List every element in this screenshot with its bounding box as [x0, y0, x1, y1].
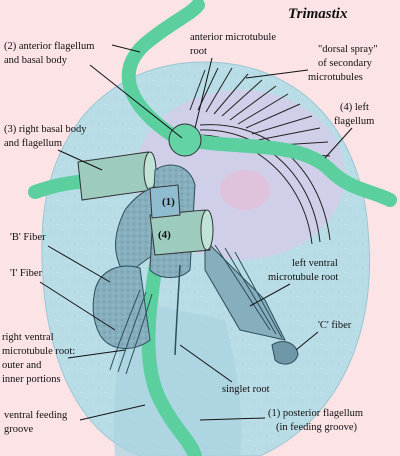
basal-body-one: [149, 184, 181, 219]
leader-anterior-root: [194, 57, 213, 129]
i-fiber: [92, 265, 151, 349]
svg-text:groove: groove: [4, 424, 33, 435]
svg-text:(4) left: (4) left: [340, 102, 369, 113]
leader-right-ventral: [67, 349, 126, 359]
leader-left-ventral: [249, 283, 291, 307]
label-left-ventral-root: left ventral microtubule root: [268, 258, 338, 283]
svg-text:and flagellum: and flagellum: [4, 138, 62, 149]
svg-text:root: root: [190, 46, 207, 57]
right-ventral-microtubule-root: [109, 289, 153, 375]
leader-b-fiber: [47, 245, 111, 283]
svg-text:(2) anterior flagellum: (2) anterior flagellum: [4, 41, 94, 52]
label-anterior-flagellum: (2) anterior flagellum and basal body: [4, 41, 94, 66]
svg-text:microtubules: microtubules: [308, 72, 363, 83]
leader-right-basal: [57, 149, 103, 171]
right-basal-body: [77, 151, 157, 201]
leader-posterior: [199, 417, 266, 421]
singlet-root: [174, 264, 181, 356]
c-fiber: [271, 341, 299, 365]
svg-text:microtubule root: microtubule root: [268, 272, 338, 283]
label-c-fiber: 'C' fiber: [318, 320, 352, 331]
posterior-flagellum: [141, 233, 202, 456]
svg-text:outer and: outer and: [2, 360, 42, 371]
label-anterior-microtubule-root: anterior microtubule root: [190, 32, 276, 57]
label-right-basal-body: (3) right basal body and flagellum: [4, 124, 87, 149]
svg-text:and basal body: and basal body: [4, 55, 68, 66]
svg-text:right ventral: right ventral: [2, 332, 54, 343]
label-right-ventral-root: right ventral microtubule root: outer an…: [2, 332, 75, 385]
leader-left-flagellum: [324, 127, 353, 159]
label-dorsal-spray: "dorsal spray" of secondary microtubules: [308, 44, 378, 83]
leader-singlet: [179, 344, 233, 383]
nucleolus: [220, 170, 270, 210]
svg-text:inner portions: inner portions: [2, 374, 61, 385]
svg-text:(in feeding groove): (in feeding groove): [276, 422, 358, 433]
leader-dorsal-spray: [245, 69, 309, 79]
leader-anterior-flagellum: [111, 44, 141, 53]
label-i-fiber: 'I' Fiber: [10, 268, 43, 279]
basal-body-1-marker: (1): [162, 196, 175, 208]
svg-text:(1) posterior flagellum: (1) posterior flagellum: [268, 408, 363, 419]
label-singlet-root: singlet root: [222, 384, 270, 395]
svg-text:(3) right basal body: (3) right basal body: [4, 124, 87, 135]
leader-ventral-groove: [79, 404, 146, 421]
leader-c-fiber: [295, 331, 319, 351]
svg-text:anterior microtubule: anterior microtubule: [190, 32, 276, 43]
diagram-title: Trimastix: [288, 6, 348, 22]
svg-text:left ventral: left ventral: [292, 258, 338, 269]
svg-text:"dorsal spray": "dorsal spray": [318, 44, 378, 55]
anterior-basal-body: [168, 123, 202, 157]
anterior-flagellum: [121, 0, 205, 147]
basal-body-4-marker: (4): [158, 229, 171, 241]
leader-anterior-flagellum-basal: [89, 64, 183, 139]
left-flagellum: [183, 133, 397, 207]
label-posterior-flagellum: (1) posterior flagellum (in feeding groo…: [268, 408, 363, 433]
basal-body-four: [149, 209, 214, 256]
leader-i-fiber: [39, 281, 116, 331]
left-ventral-microtubule-root: [204, 238, 286, 341]
svg-text:ventral feeding: ventral feeding: [4, 410, 68, 421]
label-left-flagellum: (4) left flagellum: [334, 102, 374, 127]
leader-lines: [39, 44, 353, 421]
label-b-fiber: 'B' Fiber: [10, 232, 46, 243]
svg-text:of secondary: of secondary: [318, 58, 373, 69]
svg-text:flagellum: flagellum: [334, 116, 374, 127]
label-ventral-groove: ventral feeding groove: [4, 410, 68, 435]
svg-text:microtubule root:: microtubule root:: [2, 346, 75, 357]
